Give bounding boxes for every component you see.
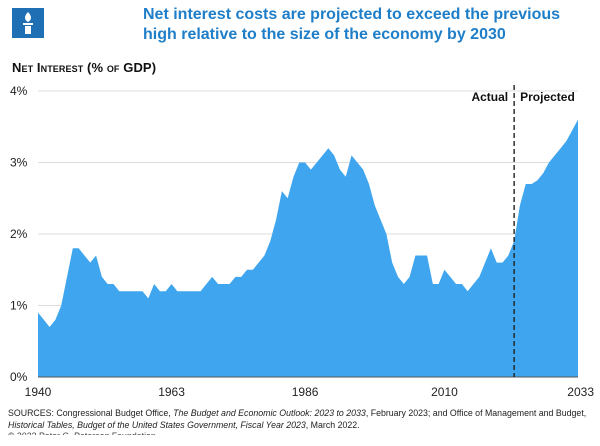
y-tick-label: 0% xyxy=(10,370,28,384)
cbo-report-title: The Budget and Economic Outlook: 2023 to… xyxy=(173,408,366,418)
y-tick-label: 2% xyxy=(10,227,28,241)
y-tick-label: 3% xyxy=(10,156,28,170)
actual-label: Actual xyxy=(471,90,508,104)
chart-headline: Net interest costs are projected to exce… xyxy=(143,6,561,43)
y-tick-label: 4% xyxy=(10,84,28,98)
x-tick-label: 1940 xyxy=(25,385,52,399)
projected-label: Projected xyxy=(520,90,575,104)
net-interest-area xyxy=(38,119,578,377)
x-tick-label: 1986 xyxy=(292,385,319,399)
copyright-text: © 2023 Peter G. Peterson Foundation xyxy=(8,431,156,435)
y-axis-title: Net Interest (% of GDP) xyxy=(12,60,157,75)
omb-report-date: , March 2022. xyxy=(305,419,360,430)
cbo-report-date: , February 2023; and Office of Managemen… xyxy=(365,408,587,418)
x-tick-label: 2033 xyxy=(567,385,594,399)
sources-footnote: SOURCES: Congressional Budget Office, Th… xyxy=(8,408,594,435)
sources-label: SOURCES: Congressional Budget Office, xyxy=(8,408,171,418)
omb-report-title: Historical Tables, Budget of the United … xyxy=(8,419,306,430)
y-tick-label: 1% xyxy=(10,299,28,313)
x-tick-label: 2010 xyxy=(431,385,458,399)
foundation-torch-icon xyxy=(12,8,44,38)
x-tick-label: 1963 xyxy=(158,385,185,399)
